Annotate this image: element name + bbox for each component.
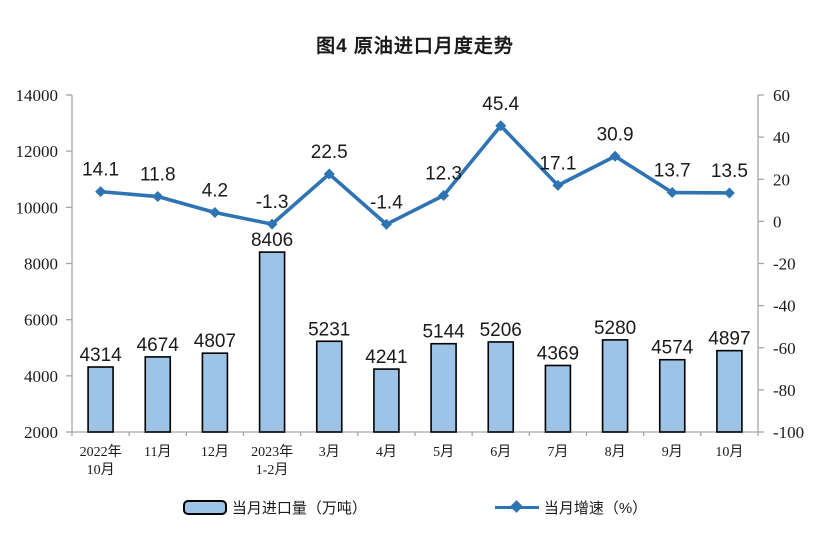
line-marker-diamond-icon	[552, 179, 564, 191]
bar	[544, 364, 572, 433]
left-axis-tick-label: 8000	[24, 255, 58, 274]
bar-value-label: 4314	[79, 345, 122, 366]
bar	[487, 341, 515, 433]
bar	[87, 366, 114, 433]
line-value-label: 17.1	[539, 153, 576, 174]
right-axis-tick-label: -60	[773, 339, 796, 358]
line-value-label: 30.9	[597, 124, 634, 145]
bar-value-label: 4369	[537, 343, 579, 364]
bar-value-label: 5144	[422, 322, 465, 343]
x-category-label: 2022年 10月	[80, 444, 122, 478]
legend-label-growth: 当月增速（%）	[543, 499, 648, 517]
x-category-label: 4月	[376, 444, 397, 460]
x-category-label: 5月	[433, 444, 454, 460]
line-marker-diamond-icon	[266, 218, 278, 230]
bar	[373, 368, 400, 433]
x-category-label: 9月	[662, 444, 683, 460]
bar-value-label: 5280	[594, 318, 636, 339]
line-value-label: 13.7	[654, 161, 691, 182]
line-marker-diamond-icon	[152, 191, 164, 203]
bar-value-label: 4241	[365, 347, 407, 368]
bar-series-swatch-icon	[182, 499, 227, 515]
bar-value-label: 4574	[651, 338, 694, 359]
right-axis-tick-label: -40	[773, 297, 796, 316]
left-axis-tick-label: 2000	[24, 423, 58, 442]
line-marker-diamond-icon	[609, 150, 621, 162]
bar	[315, 340, 343, 433]
x-category-label: 8月	[605, 444, 626, 460]
line-value-label: 13.5	[711, 161, 748, 182]
x-category-label: 7月	[547, 444, 568, 460]
bar-value-label: 4674	[137, 335, 180, 356]
left-axis-tick-label: 12000	[16, 142, 59, 161]
right-axis-tick-label: 0	[773, 212, 782, 231]
line-value-label: 14.1	[82, 160, 119, 181]
legend-item-imports: 当月进口量（万吨）	[182, 497, 367, 518]
right-axis-tick-label: 40	[773, 128, 790, 147]
x-category-label: 10月	[715, 444, 743, 460]
bar	[601, 339, 629, 433]
line-marker-diamond-icon	[209, 207, 221, 219]
chart-legend: 当月进口量（万吨） 当月增速（%）	[0, 492, 830, 522]
line-marker-diamond-icon	[95, 186, 107, 198]
x-category-label: 6月	[490, 444, 511, 460]
left-axis-tick-label: 14000	[16, 86, 59, 105]
right-axis-tick-label: -100	[773, 423, 804, 442]
x-category-label: 11月	[144, 444, 171, 460]
line-marker-diamond-icon	[723, 187, 735, 199]
bar-value-label: 8406	[251, 230, 293, 251]
chart-title: 图4 原油进口月度走势	[316, 36, 514, 57]
right-axis-tick-label: -20	[773, 255, 796, 274]
line-marker-diamond-icon	[495, 120, 507, 132]
bar-value-label: 4897	[708, 329, 750, 350]
right-axis-tick-label: 60	[773, 86, 790, 105]
line-value-label: -1.4	[370, 192, 403, 213]
left-axis-tick-label: 10000	[16, 198, 59, 217]
line-value-label: 22.5	[311, 142, 348, 163]
line-marker-diamond-icon	[438, 189, 450, 201]
line-value-label: 12.3	[425, 163, 462, 184]
x-category-label: 12月	[201, 444, 229, 460]
bar-value-label: 5231	[308, 319, 350, 340]
bar	[201, 352, 229, 433]
legend-item-growth: 当月增速（%）	[494, 497, 648, 518]
line-marker-diamond-icon	[380, 218, 392, 230]
line-marker-diamond-icon	[323, 168, 335, 180]
bar-value-label: 4807	[194, 331, 236, 352]
line-value-label: 11.8	[140, 165, 176, 186]
bar	[658, 358, 686, 433]
line-value-label: 45.4	[482, 94, 519, 115]
right-axis-tick-label: -80	[773, 381, 796, 400]
bar	[258, 251, 286, 433]
x-category-label: 2023年 1-2月	[251, 444, 293, 478]
left-axis-tick-label: 6000	[24, 311, 58, 330]
line-marker-diamond-icon	[666, 187, 678, 199]
line-series-swatch-icon	[494, 500, 539, 513]
bar	[430, 342, 457, 433]
x-category-label: 3月	[319, 444, 340, 460]
legend-label-imports: 当月进口量（万吨）	[231, 499, 367, 517]
right-axis-tick-label: 20	[773, 170, 790, 189]
trend-line	[98, 123, 732, 227]
line-value-label: 4.2	[202, 181, 228, 202]
left-axis-tick-label: 4000	[24, 367, 58, 386]
line-value-label: -1.3	[256, 192, 289, 213]
bar	[716, 349, 743, 433]
bar-value-label: 5206	[480, 320, 522, 341]
bar	[144, 356, 172, 433]
